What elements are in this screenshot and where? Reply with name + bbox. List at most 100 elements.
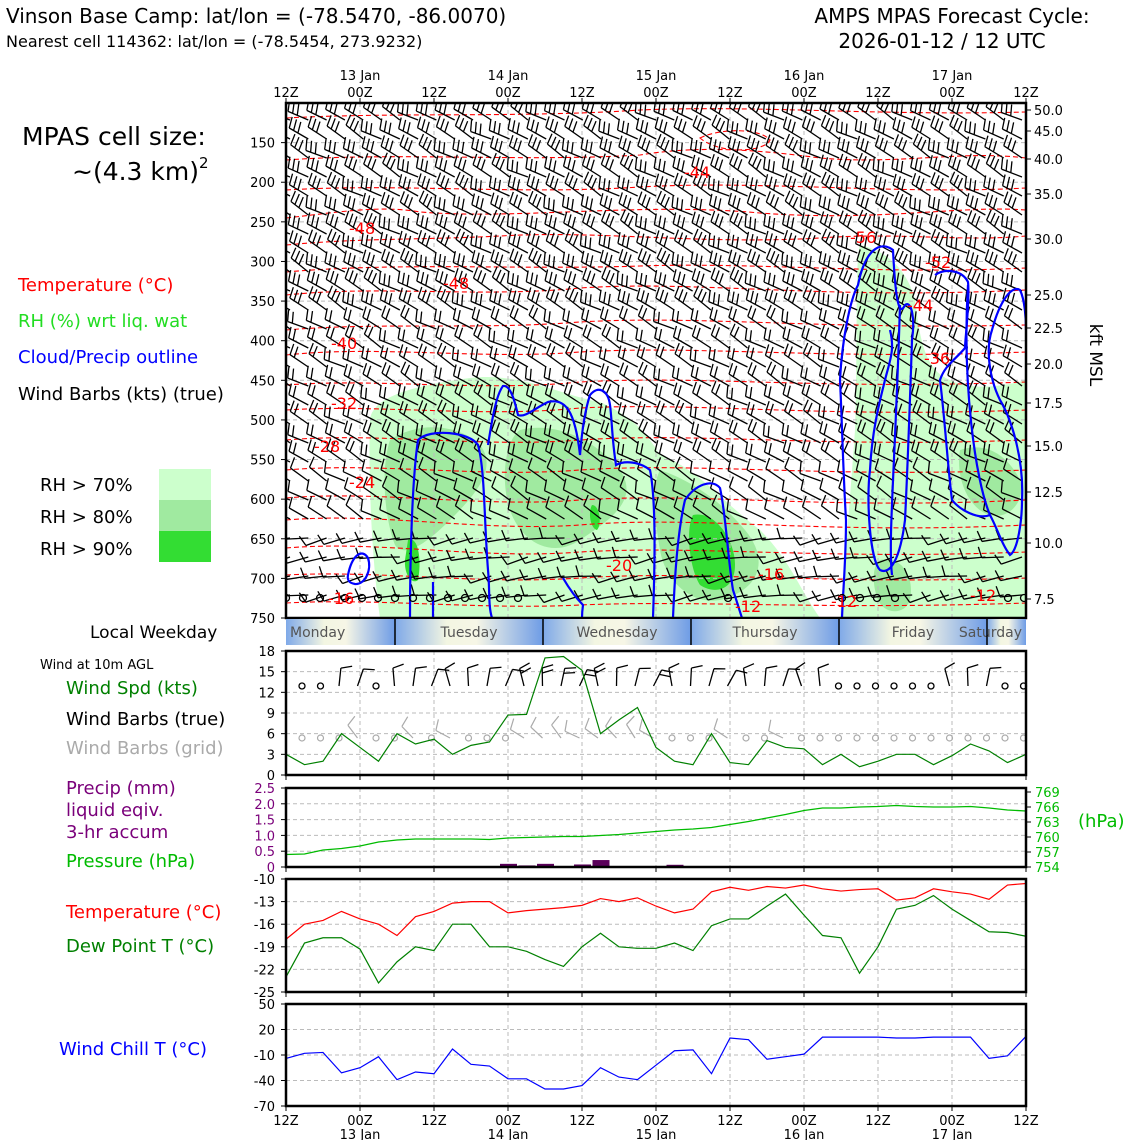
wind-barb: [599, 459, 620, 482]
wind-barb: [691, 478, 712, 501]
wind-barb: [689, 404, 712, 425]
wind-barb: [635, 174, 657, 197]
wind-barb: [454, 381, 474, 406]
wind-barb: [378, 215, 401, 235]
wind-barb: [689, 348, 712, 368]
wind-barb: [921, 550, 949, 562]
calm-marker: [425, 593, 435, 603]
y2-tick-label: 754: [1035, 861, 1060, 876]
wind-barb: [415, 479, 437, 501]
wind-barb: [729, 153, 748, 178]
wind-barb: [947, 307, 968, 330]
wind-barb: [1001, 174, 1023, 197]
wind-barb: [965, 136, 986, 159]
wind-barb: [819, 267, 840, 292]
wind-barb: [894, 247, 913, 273]
wind-barb: [563, 381, 584, 406]
wind-barb: [565, 342, 584, 368]
wind-barb: [562, 478, 584, 501]
wind-barb: [726, 442, 748, 463]
wind-barb: [470, 346, 492, 368]
wind-barb: [873, 174, 895, 197]
wind-10m-label: Wind at 10m AGL: [40, 658, 154, 673]
wind-barb: [948, 210, 968, 235]
pressure-tick-label: 250: [250, 216, 275, 231]
wind-barb: [801, 115, 822, 140]
top-date-tick: 15 Jan: [636, 69, 677, 84]
bottom-date-tick: 17 Jan: [932, 1128, 973, 1140]
wind-barb: [598, 119, 620, 140]
wind-barb: [911, 229, 931, 254]
wind-barb: [289, 286, 309, 311]
wind-barb: [379, 498, 401, 520]
wind-barb: [543, 366, 565, 387]
wind-barb: [783, 229, 803, 254]
wind-barb: [615, 664, 629, 687]
wind-barb: [342, 233, 364, 254]
wind-barb: [481, 571, 510, 583]
wind-barb: [564, 285, 584, 311]
weekday-label: Thursday: [731, 625, 797, 641]
wind-barb: [343, 307, 364, 330]
legend-precip-3: 3-hr accum: [66, 822, 168, 843]
bottom-time-tick: 12Z: [273, 1114, 299, 1129]
wind-barb: [611, 546, 638, 559]
y-tick-label: -10: [254, 1049, 275, 1064]
wind-barb: [372, 571, 400, 582]
cell-size-value: ~(4.3 km)2: [72, 154, 209, 186]
wind-barb: [1000, 157, 1023, 178]
wind-barb: [287, 103, 309, 121]
wind-barb: [430, 668, 450, 687]
wind-barb: [692, 228, 712, 254]
wind-barb: [911, 116, 931, 140]
wind-speed-line: [285, 655, 1027, 768]
wind-barb: [854, 385, 876, 406]
calm-marker: [340, 593, 350, 603]
wind-barb: [581, 154, 602, 178]
wind-barb: [738, 571, 766, 582]
wind-barb: [1002, 231, 1023, 254]
wind-barb: [756, 553, 785, 565]
wind-barb: [510, 103, 529, 121]
wind-barb: [948, 437, 968, 463]
wind-barb: [683, 534, 712, 546]
wind-barb: [910, 156, 931, 178]
wind-barb: [378, 328, 401, 349]
wind-barb: [473, 323, 492, 349]
grid-calm-marker: [853, 734, 861, 742]
wind-barb: [525, 327, 547, 349]
calm-marker: [460, 593, 470, 603]
kft-tick-label: 20.0: [1034, 358, 1063, 373]
wind-barb: [855, 232, 876, 254]
forecast-cycle-date: 2026-01-12 / 12 UTC: [838, 29, 1045, 53]
wind-barb: [727, 402, 748, 425]
wind-barb: [726, 176, 748, 197]
y-tick-label: -13: [254, 896, 275, 911]
wind-barb: [507, 328, 529, 349]
calm-marker: [298, 593, 308, 603]
precip-bar: [537, 863, 554, 867]
sounding-axes: 150 200 250 300 350 400 450 500 550 600 650 700 750 5…: [250, 69, 1063, 627]
wind-barb: [581, 364, 602, 387]
wind-barb: [600, 103, 620, 121]
wind-barb: [397, 270, 419, 292]
wind-barb: [306, 422, 327, 444]
wind-barb: [985, 475, 1005, 501]
wind-barb: [616, 328, 638, 349]
wind-barb: [435, 268, 456, 292]
grid-calm-marker: [871, 734, 880, 742]
wind-barb: [634, 667, 651, 687]
wind-barb: [305, 195, 327, 216]
wind-barb: [563, 268, 584, 292]
wind-barb: [892, 173, 913, 197]
wind-barb: [655, 230, 675, 254]
forecast-cycle-title: AMPS MPAS Forecast Cycle:: [814, 4, 1089, 28]
local-weekday-label: Local Weekday: [90, 623, 217, 643]
legend-precip-2: liquid eqiv.: [66, 800, 163, 821]
wind-barb: [726, 289, 748, 311]
wind-barb: [709, 307, 730, 330]
wind-barb: [835, 120, 858, 140]
wind-barb: [338, 665, 353, 687]
weekday-bar: Monday Tuesday Wednesday Thursday Friday Satu…: [286, 619, 1026, 645]
wind-barb: [599, 136, 620, 159]
